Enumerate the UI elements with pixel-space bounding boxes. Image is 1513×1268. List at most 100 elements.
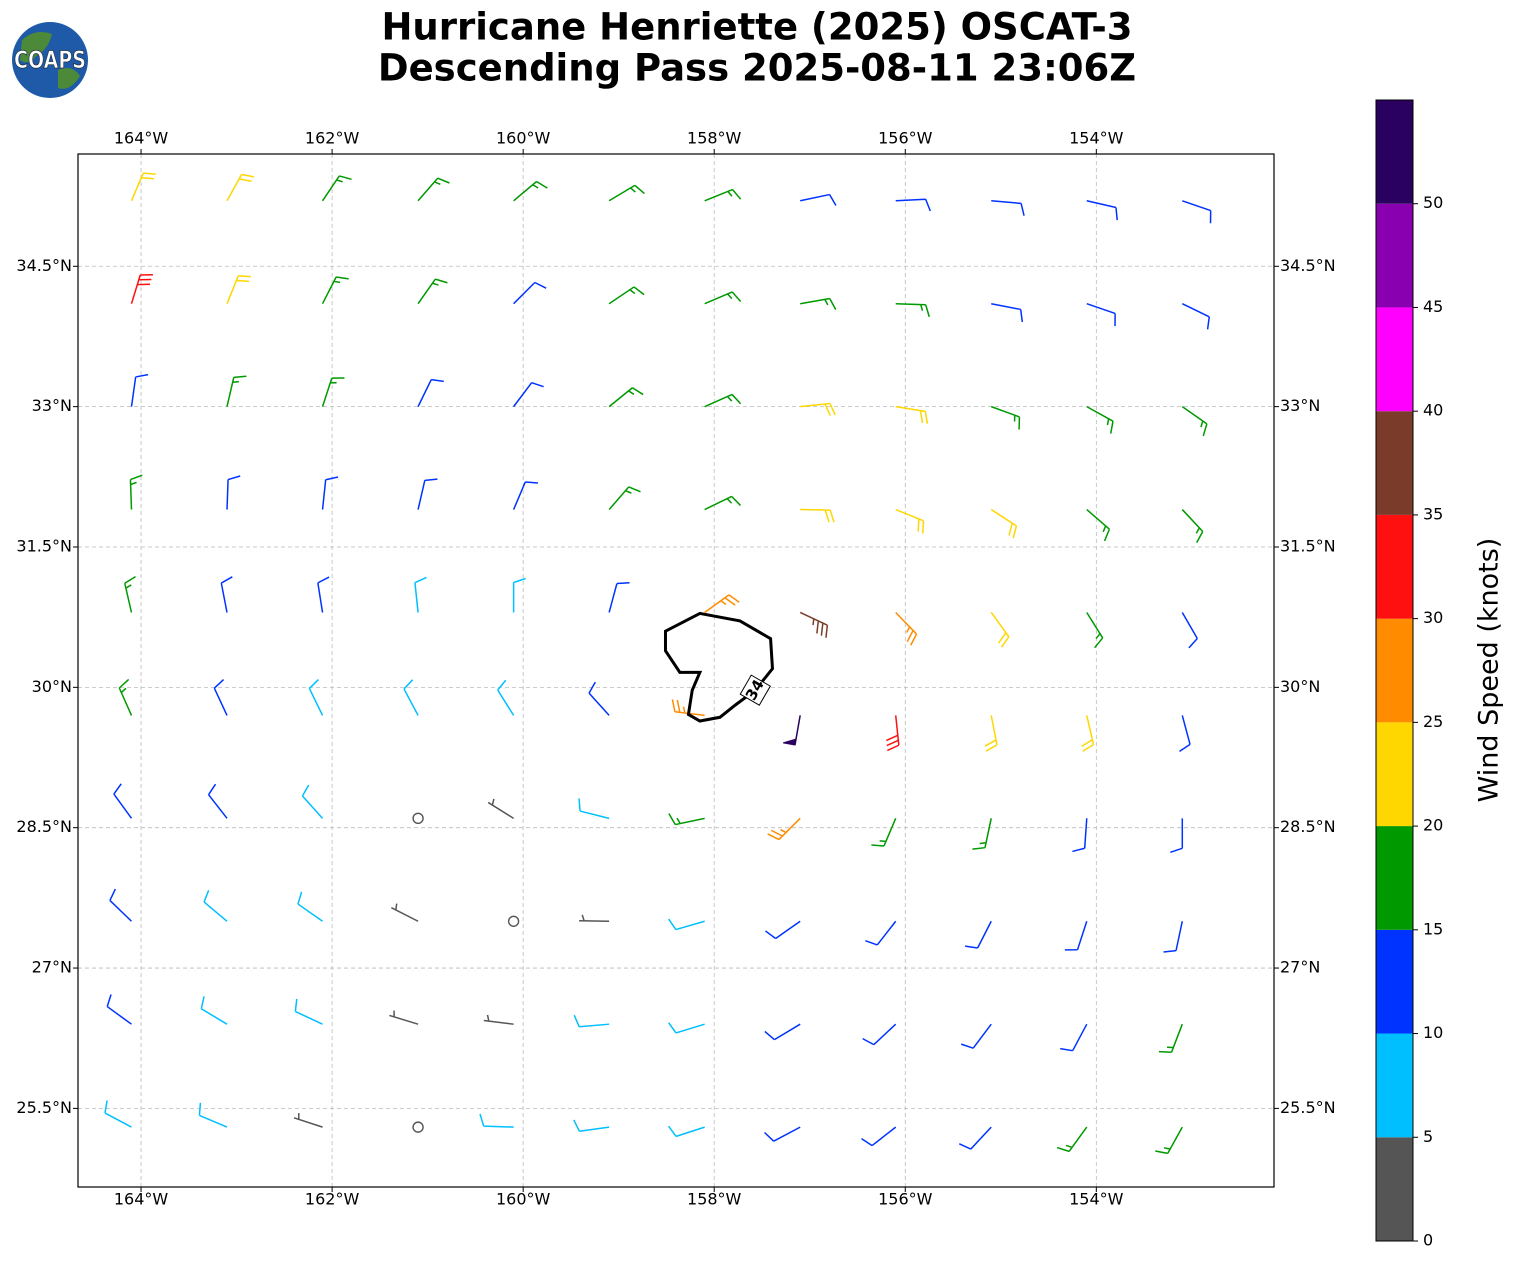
colorbar-bin [1376, 1033, 1413, 1138]
barb-staff [990, 612, 1010, 648]
colorbar-bin [1376, 1137, 1413, 1241]
barb-staff [1181, 509, 1204, 543]
wind-barb [1086, 508, 1111, 542]
x-tick-label: 160°W [496, 1190, 551, 1209]
barb-staff [294, 998, 323, 1025]
wind-barb [704, 594, 740, 614]
wind-barb [764, 1023, 801, 1041]
barb-staff [118, 678, 133, 716]
wind-barb [220, 576, 233, 613]
x-tick-label: 160°W [496, 129, 551, 148]
barb-staff [198, 1102, 228, 1128]
barb-staff [1158, 1023, 1183, 1053]
wind-barb [767, 817, 801, 841]
barb-staff [129, 474, 143, 510]
wind-barb [668, 918, 705, 931]
x-tick-label: 158°W [687, 1190, 742, 1209]
barb-staff [321, 476, 339, 510]
wind-barb [783, 715, 801, 746]
wind-barb [608, 387, 644, 408]
wind-barb [497, 679, 515, 716]
wind-barb [412, 1121, 424, 1133]
colorbar-bin [1376, 826, 1413, 930]
barb-staff [130, 273, 153, 304]
wind-barb [800, 297, 837, 310]
barb-staff [704, 291, 742, 305]
wind-barb [895, 405, 929, 424]
barb-staff [800, 193, 837, 206]
wind-barb [1086, 405, 1114, 434]
y-tick-label: 27°N [32, 958, 72, 977]
wind-barb [800, 508, 835, 523]
wind-barb [124, 576, 136, 613]
wind-barb [203, 889, 228, 922]
barb-staff [203, 889, 228, 922]
barb-staff [513, 180, 548, 202]
wind-barb [297, 891, 323, 922]
barb-staff [104, 1100, 132, 1128]
colorbar-label: Wind Speed (knots) [1474, 538, 1505, 803]
colorbar-bin [1376, 411, 1413, 515]
barb-staff [213, 678, 228, 716]
wind-barb [990, 612, 1010, 648]
wind-barb [991, 302, 1024, 323]
wind-barb [130, 273, 153, 304]
wind-barb [1181, 612, 1198, 649]
wind-barb [895, 302, 930, 318]
x-tick-label: 156°W [878, 129, 933, 148]
barb-staff [895, 302, 930, 318]
wind-barb [1181, 303, 1211, 330]
colorbar-tick-label: 15 [1423, 919, 1443, 938]
wind-barb [129, 474, 143, 510]
barb-staff [1181, 406, 1208, 437]
barb-staff [990, 405, 1021, 430]
y-tick-label: 28.5°N [16, 817, 72, 836]
barb-staff [1155, 1126, 1183, 1155]
barb-staff [764, 1126, 801, 1142]
map-frame [77, 153, 1275, 1188]
barb-staff [608, 286, 645, 305]
wind-barb [895, 508, 925, 534]
y-tick-label: 34.5°N [16, 256, 72, 275]
colorbar-tick-label: 20 [1423, 816, 1443, 835]
wind-barb [417, 378, 444, 407]
map: 34 [78, 154, 1274, 1187]
wind-barb [608, 184, 645, 202]
barb-staff [479, 1113, 514, 1128]
barb-staff [895, 198, 931, 212]
wind-barb [1060, 1023, 1088, 1052]
barb-staff [513, 281, 547, 305]
wind-barb [512, 577, 526, 613]
barb-staff [668, 918, 705, 931]
barb-staff [1086, 612, 1104, 649]
barb-staff [862, 1023, 897, 1046]
barb-staff [513, 381, 544, 408]
barb-staff [113, 783, 133, 819]
wind-barb [479, 1113, 514, 1128]
logo: COAPS [12, 22, 88, 98]
wind-barb [226, 275, 251, 304]
logo-land [20, 32, 80, 89]
barb-staff [573, 1119, 610, 1133]
wind-barb [308, 679, 324, 716]
wind-barb [417, 278, 448, 305]
barb-staff [991, 302, 1024, 323]
barb-staff [608, 387, 644, 408]
wind-barb [704, 393, 742, 408]
colorbar-tick-label: 5 [1423, 1127, 1433, 1146]
barb-staff [512, 577, 526, 613]
barb-staff [207, 783, 228, 819]
wind-barb [198, 1102, 228, 1128]
colorbar-bin [1376, 307, 1413, 412]
wind-barb [704, 291, 742, 305]
barb-staff [417, 478, 438, 510]
wind-barb [972, 818, 992, 850]
wind-barb [573, 1119, 610, 1133]
barb-staff [895, 508, 925, 534]
x-tick-label: 158°W [687, 129, 742, 148]
wind-barb [130, 172, 156, 202]
barb-staff [1181, 612, 1198, 649]
wind-barb [895, 198, 931, 212]
barb-staff [984, 715, 998, 752]
